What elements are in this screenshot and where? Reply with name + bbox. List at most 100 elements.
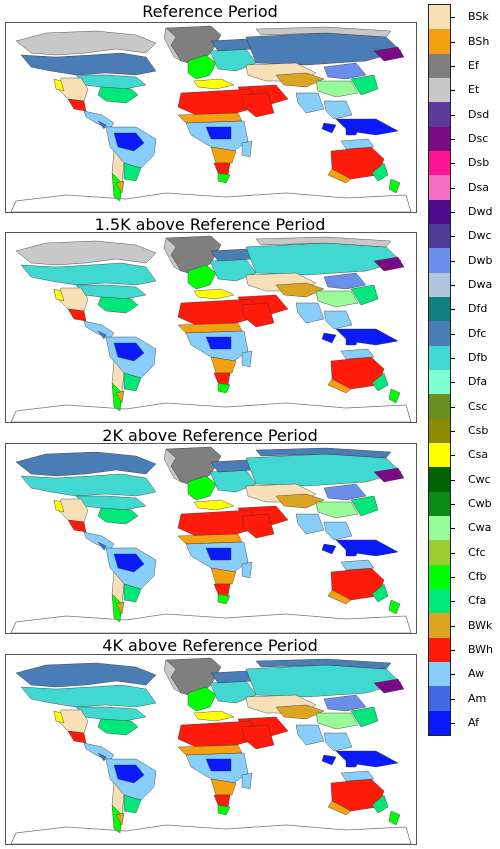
world-map [5, 654, 417, 845]
climate-region-am [97, 752, 107, 762]
climate-region-cfa [97, 718, 139, 736]
legend-tick [451, 430, 455, 432]
legend-swatch-dsa [429, 175, 450, 201]
climate-region-aw [241, 772, 253, 790]
world-map [5, 232, 417, 423]
climate-region-dwb [323, 694, 367, 712]
climate-region-bwh [241, 302, 275, 328]
legend-tick [451, 382, 455, 384]
legend-label: Dfa [468, 375, 488, 389]
legend-label: Cfa [468, 594, 487, 608]
climate-region-et [163, 27, 182, 62]
climate-region-af [205, 758, 232, 772]
climate-map-svg [10, 446, 412, 633]
legend-tick [451, 309, 455, 311]
climate-region-af [345, 128, 359, 136]
climate-region-dwb [323, 62, 367, 80]
climate-region-et [163, 659, 182, 694]
climate-region-dfc [245, 32, 402, 66]
legend-swatch-dwa [429, 272, 450, 298]
legend-swatch-bwh [429, 637, 450, 663]
legend-swatch-dsc [429, 126, 450, 152]
climate-region-aw [340, 348, 375, 360]
legend-tick [451, 503, 455, 505]
legend-label: Cwa [468, 521, 492, 535]
legend-tick [451, 601, 455, 603]
climate-region-bsh [210, 356, 237, 374]
climate-region-bwh [67, 308, 87, 322]
climate-region-cfb [388, 810, 401, 826]
climate-region-dfb [75, 284, 147, 300]
legend-tick [451, 284, 455, 286]
climate-region-aw [83, 110, 115, 130]
legend-tick [451, 406, 455, 408]
climate-region-cwa [315, 712, 359, 730]
climate-region-af [335, 118, 399, 136]
climate-region-bsh [210, 146, 237, 164]
climate-region-dfb [245, 242, 402, 276]
antarctica-outline [10, 824, 412, 844]
legend-swatch-dfa [429, 370, 450, 395]
legend-label: BSk [468, 10, 489, 24]
climate-region-cfb [187, 475, 217, 501]
climate-region-aw [323, 310, 353, 330]
climate-region-aw [295, 302, 325, 324]
climate-region-bwh [67, 519, 87, 533]
climate-region-af [205, 126, 232, 140]
climate-region-cfa [350, 74, 379, 96]
legend-tick [451, 163, 455, 165]
climate-region-dsc [373, 678, 405, 694]
climate-region-csa [193, 499, 235, 511]
climate-region-dfc [255, 447, 392, 459]
climate-region-af [113, 132, 145, 152]
legend-label: Cfc [468, 545, 486, 559]
climate-region-aw [340, 559, 375, 571]
climate-region-bwk [115, 180, 125, 194]
legend-tick [451, 90, 455, 92]
climate-region-cfa [97, 507, 139, 525]
climate-region-aw [241, 350, 253, 368]
climate-region-cfa [371, 583, 389, 603]
legend-tick [451, 41, 455, 43]
legend-swatch-aw [429, 662, 450, 687]
legend-label: Csb [468, 423, 489, 437]
legend-tick [451, 649, 455, 651]
climate-region-dfb [20, 262, 157, 286]
climate-region-bsh [210, 778, 237, 796]
legend-label: Dfb [468, 350, 488, 364]
climate-legend-colorbar [428, 4, 451, 736]
legend-swatch-dsb [429, 151, 450, 176]
climate-region-aw [323, 521, 353, 541]
climate-region-af [321, 543, 337, 555]
legend-swatch-dwb [429, 248, 450, 274]
legend-tick [451, 211, 455, 213]
climate-region-et [255, 236, 392, 248]
legend-label: BWh [468, 642, 494, 656]
legend-tick [451, 552, 455, 554]
climate-region-dfc [15, 451, 157, 477]
climate-region-dfc [15, 662, 157, 688]
climate-region-af [345, 760, 359, 768]
climate-region-dfb [75, 706, 147, 722]
climate-region-dsc [373, 256, 405, 272]
legend-tick [451, 187, 455, 189]
legend-swatch-dfb [429, 345, 450, 371]
climate-region-bwh [213, 372, 231, 386]
climate-region-af [335, 539, 399, 557]
climate-region-af [321, 332, 337, 344]
climate-region-cfa [123, 372, 142, 392]
legend-swatch-cwb [429, 491, 450, 517]
legend-swatch-af [429, 710, 450, 736]
panel-title: 1.5K above Reference Period [94, 215, 326, 234]
climate-region-bwk [115, 390, 125, 404]
climate-region-aw [295, 724, 325, 746]
legend-tick [451, 528, 455, 530]
panel-title: 2K above Reference Period [102, 426, 318, 445]
climate-region-cfb [111, 382, 123, 412]
climate-region-dfc [20, 52, 157, 76]
climate-region-aw [83, 531, 115, 551]
climate-region-aw [295, 513, 325, 535]
legend-tick [451, 17, 455, 19]
legend-label: Dsd [468, 107, 490, 121]
climate-region-af [205, 547, 232, 561]
